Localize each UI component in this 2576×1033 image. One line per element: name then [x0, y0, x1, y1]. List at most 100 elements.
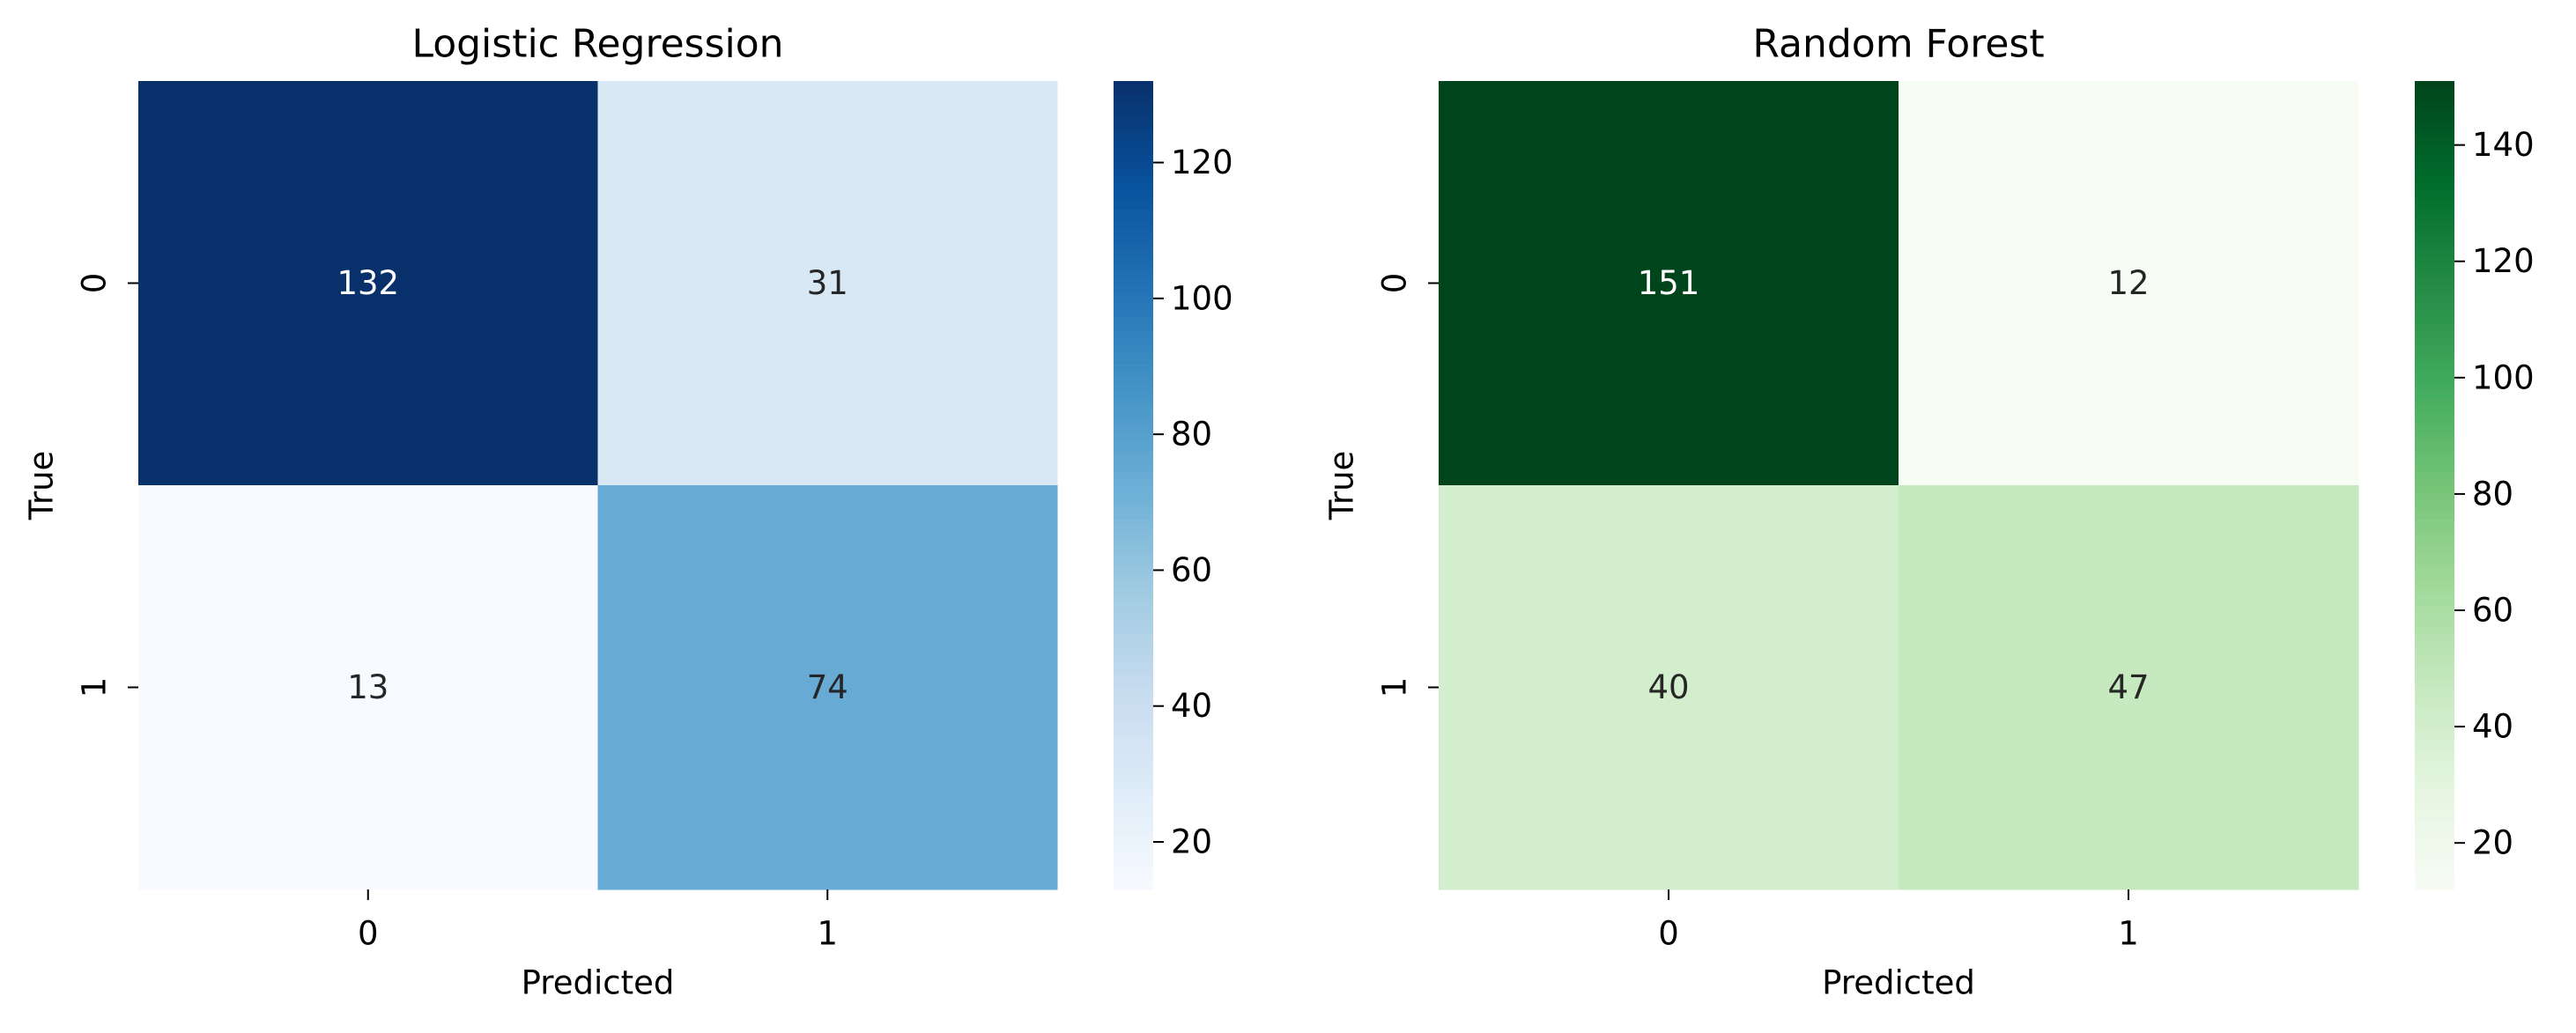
colorbar-segment [1114, 572, 1153, 580]
colorbar-segment [1114, 748, 1153, 756]
cell-value-label: 47 [2107, 668, 2149, 706]
colorbar-segment [2415, 700, 2454, 709]
colorbar-segment [2415, 216, 2454, 224]
colorbar-segment [1114, 141, 1153, 150]
colorbar-segment [2415, 849, 2454, 857]
colorbar-segment [2415, 168, 2454, 176]
colorbar-segment [2415, 639, 2454, 648]
colorbar-segment [2415, 330, 2454, 338]
colorbar-tick-label: 100 [1171, 279, 1233, 317]
colorbar-segment [2415, 196, 2454, 203]
colorbar-segment [1114, 734, 1153, 742]
colorbar-segment [1114, 545, 1153, 554]
colorbar-segment [2415, 155, 2454, 163]
colorbar-segment [1114, 720, 1153, 728]
x-tick-label: 1 [2118, 915, 2139, 953]
colorbar-segment [1114, 687, 1153, 695]
colorbar-segment [1114, 586, 1153, 594]
colorbar-segment [1114, 741, 1153, 749]
colorbar-segment [1114, 606, 1153, 614]
colorbar-segment [1114, 633, 1153, 641]
colorbar-segment [2415, 438, 2454, 446]
y-tick-label: 1 [76, 677, 114, 698]
colorbar-segment [1114, 390, 1153, 399]
colorbar-segment [2415, 694, 2454, 702]
heatmap-cell [1439, 81, 1899, 486]
colorbar-segment [1114, 384, 1153, 392]
colorbar-segment [1114, 593, 1153, 601]
colorbar-segment [1114, 94, 1153, 102]
colorbar-segment [1114, 653, 1153, 661]
heatmap-cell [1439, 485, 1899, 890]
heatmap-cell [138, 485, 598, 890]
colorbar-segment [1114, 768, 1153, 776]
colorbar-segment [1114, 829, 1153, 837]
colorbar-segment [1114, 815, 1153, 823]
colorbar-segment [1114, 525, 1153, 534]
cell-value-label: 74 [807, 668, 848, 706]
cell-value-label: 31 [807, 264, 848, 302]
colorbar-segment [1114, 539, 1153, 547]
colorbar-segment [2415, 235, 2454, 244]
colorbar-segment [1114, 667, 1153, 675]
colorbar-segment [2415, 148, 2454, 156]
colorbar-segment [1114, 552, 1153, 560]
colorbar-segment [2415, 674, 2454, 682]
colorbar-segment [1114, 202, 1153, 210]
colorbar-segment [1114, 107, 1153, 115]
colorbar-segment [1114, 761, 1153, 769]
colorbar-segment [1114, 350, 1153, 358]
colorbar-segment [1114, 781, 1153, 789]
colorbar-segment [1114, 364, 1153, 372]
colorbar-segment [1114, 559, 1153, 567]
colorbar-segment [2415, 774, 2454, 783]
colorbar-segment [2415, 478, 2454, 486]
colorbar-segment [1114, 235, 1153, 244]
colorbar-segment [2415, 255, 2454, 264]
colorbar-segment [1114, 242, 1153, 250]
colorbar-segment [1114, 579, 1153, 587]
colorbar-segment [1114, 323, 1153, 331]
colorbar-segment [2415, 410, 2454, 419]
colorbar-segment [1114, 310, 1153, 318]
y-tick-label: 0 [1376, 273, 1414, 294]
colorbar-segment [1114, 370, 1153, 379]
colorbar-segment [1114, 680, 1153, 689]
colorbar-segment [1114, 262, 1153, 270]
colorbar-segment [1114, 181, 1153, 189]
colorbar-segment [2415, 593, 2454, 601]
y-axis-label: True [1323, 451, 1361, 521]
colorbar-segment [2415, 829, 2454, 837]
colorbar-segment [2415, 175, 2454, 183]
colorbar-tick-label: 120 [2472, 242, 2535, 280]
colorbar-segment [2415, 222, 2454, 230]
colorbar-segment [2415, 755, 2454, 763]
cell-value-label: 151 [1638, 264, 1700, 302]
cell-value-label: 12 [2107, 264, 2149, 302]
colorbar-segment [1114, 81, 1153, 89]
x-axis-label: Predicted [1822, 964, 1975, 1002]
colorbar-segment [1114, 255, 1153, 264]
colorbar-tick-label: 120 [1171, 144, 1233, 181]
y-tick-label: 0 [76, 273, 114, 294]
colorbar-segment [2415, 768, 2454, 776]
colorbar-segment [2415, 202, 2454, 210]
colorbar-segment [2415, 290, 2454, 298]
colorbar-segment [2415, 498, 2454, 506]
colorbar-segment [1114, 121, 1153, 129]
colorbar-segment [2415, 135, 2454, 143]
colorbar-segment [1114, 161, 1153, 170]
colorbar-segment [2415, 862, 2454, 870]
heatmap-cell [138, 81, 598, 486]
colorbar-segment [2415, 94, 2454, 102]
colorbar-segment [1114, 660, 1153, 668]
colorbar-segment [2415, 808, 2454, 816]
colorbar-segment [2415, 316, 2454, 324]
colorbar-segment [2415, 815, 2454, 823]
colorbar-segment [1114, 491, 1153, 499]
colorbar-segment [2415, 209, 2454, 217]
colorbar-tick-label: 20 [1171, 823, 1212, 861]
colorbar-segment [2415, 276, 2454, 284]
colorbar-segment [1114, 801, 1153, 809]
colorbar-segment [2415, 801, 2454, 809]
